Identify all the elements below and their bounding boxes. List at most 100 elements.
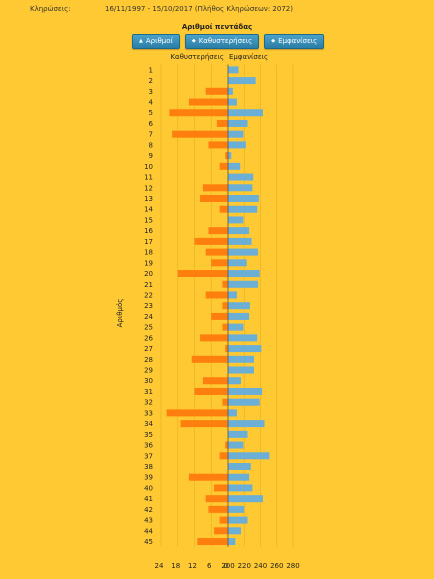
category-label: 33: [144, 409, 153, 417]
appearances-bar: [228, 366, 254, 374]
appearances-bar: [228, 87, 233, 95]
delays-bar: [169, 109, 228, 117]
sort-delays-button[interactable]: ◆ Καθυστερήσεις: [184, 34, 260, 49]
category-label: 29: [144, 367, 153, 375]
y-axis-label: Αριθμός: [116, 299, 124, 328]
delays-bar: [200, 334, 228, 342]
category-label: 38: [144, 463, 153, 471]
category-label: 9: [149, 152, 153, 160]
delays-bar: [222, 280, 228, 288]
category-label: 32: [144, 399, 153, 407]
appearances-bar: [228, 152, 232, 160]
delays-bar: [214, 527, 228, 535]
appearances-bar: [228, 227, 250, 235]
appearances-bar: [228, 409, 237, 417]
category-label: 43: [144, 517, 153, 525]
delays-bar: [202, 377, 228, 385]
appearances-bar: [228, 173, 254, 181]
delays-bar: [197, 538, 228, 546]
category-label: 34: [144, 420, 153, 428]
category-label: 14: [144, 206, 153, 214]
category-label: 36: [144, 442, 153, 450]
category-label: 21: [144, 281, 153, 289]
appearances-bar: [228, 484, 253, 492]
delays-bar: [208, 141, 228, 149]
appearances-bar: [228, 280, 259, 288]
delays-bar: [219, 205, 228, 213]
delays-bar: [211, 312, 228, 320]
category-label: 45: [144, 538, 153, 546]
sort-both-icon: ◆: [191, 38, 196, 44]
right-series-label: Εμφανίσεις: [229, 53, 268, 61]
delays-bar: [180, 420, 228, 428]
appearances-bar: [228, 291, 237, 299]
delays-bar: [188, 98, 228, 106]
delays-bar: [205, 87, 228, 95]
delays-bar: [225, 152, 228, 160]
delays-bar: [194, 237, 228, 245]
appearances-bar: [228, 430, 248, 438]
delays-bar: [191, 355, 228, 363]
delays-bar: [225, 441, 228, 449]
appearances-bar: [228, 184, 253, 192]
sort-numbers-button[interactable]: ▲ Αριθμοί: [132, 34, 180, 49]
delays-bar: [211, 259, 228, 267]
category-label: 37: [144, 452, 153, 460]
category-label: 1: [149, 66, 153, 74]
left-series-label: Καθυστερήσεις: [170, 53, 224, 61]
x-tick-label: 220: [238, 562, 251, 570]
delays-bar: [219, 452, 228, 460]
sort-delays-label: Καθυστερήσεις: [198, 37, 253, 45]
category-label: 5: [149, 109, 153, 117]
category-label: 23: [144, 302, 153, 310]
draws-label: Κληρώσεις:: [30, 5, 71, 13]
chart-title: Αριθμοί πεντάδας: [181, 23, 253, 31]
appearances-bar: [228, 473, 250, 481]
appearances-bar: [228, 441, 244, 449]
delays-bar: [177, 270, 228, 278]
sort-appearances-button[interactable]: ◆ Εμφανίσεις: [264, 34, 325, 49]
category-label: 4: [149, 99, 154, 107]
delays-bar: [219, 516, 228, 524]
category-label: 35: [144, 431, 153, 439]
appearances-bar: [228, 355, 254, 363]
delays-bar: [188, 473, 228, 481]
category-label: 16: [144, 227, 153, 235]
category-label: 24: [144, 313, 153, 321]
category-label: 25: [144, 324, 153, 332]
sort-buttons: ▲ Αριθμοί ◆ Καθυστερήσεις ◆ Εμφανίσεις: [132, 34, 325, 49]
category-label: 19: [144, 259, 153, 267]
sort-up-icon: ▲: [139, 38, 143, 44]
delays-bar: [200, 195, 228, 202]
category-label: 44: [144, 527, 153, 535]
delays-bar: [222, 323, 228, 331]
appearances-bar: [228, 130, 244, 138]
category-label: 26: [144, 334, 153, 342]
category-label: 11: [144, 174, 153, 182]
sort-appearances-label: Εμφανίσεις: [278, 37, 318, 45]
category-label: 39: [144, 474, 153, 482]
category-label: 13: [144, 195, 153, 203]
appearances-bar: [228, 195, 259, 202]
appearances-bar: [228, 387, 263, 395]
appearances-bar: [228, 141, 246, 149]
delays-bar: [208, 227, 228, 235]
category-label: 31: [144, 388, 153, 396]
appearances-bar: [228, 216, 244, 224]
appearances-bar: [228, 248, 259, 256]
appearances-bar: [228, 270, 260, 278]
appearances-bar: [228, 452, 270, 460]
x-tick-label: 200: [221, 562, 234, 570]
delays-bar: [225, 345, 228, 353]
category-label: 17: [144, 238, 153, 246]
category-label: 30: [144, 377, 153, 385]
category-label: 20: [144, 270, 153, 278]
appearances-bar: [228, 538, 236, 546]
x-tick-label: 12: [188, 562, 197, 570]
category-label: 3: [149, 88, 153, 96]
x-tick-label: 24: [155, 562, 164, 570]
appearances-bar: [228, 398, 260, 406]
delays-bar: [205, 248, 228, 256]
category-label: 18: [144, 249, 153, 257]
